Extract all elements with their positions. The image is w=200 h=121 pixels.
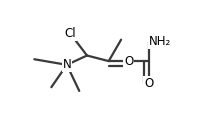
Text: O: O (144, 77, 154, 90)
Text: O: O (124, 55, 133, 68)
Text: N: N (62, 58, 71, 71)
Text: NH₂: NH₂ (149, 35, 171, 48)
Text: Cl: Cl (64, 27, 76, 40)
